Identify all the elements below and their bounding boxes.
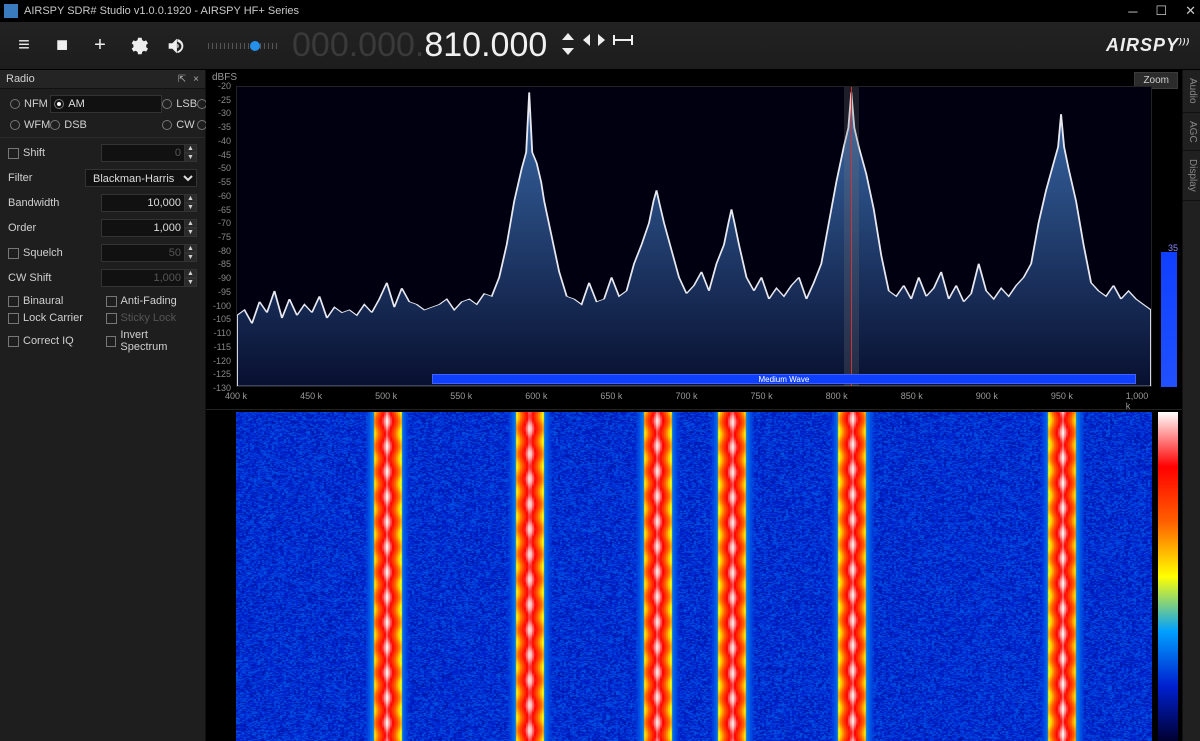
freq-active: 810.000 [424, 26, 547, 65]
app-icon [4, 4, 18, 18]
waterfall-canvas[interactable] [236, 412, 1152, 741]
right-tab-strip: AudioAGCDisplay [1182, 70, 1200, 741]
y-axis-ticks: -20-25-30-35-40-45-50-55-60-65-70-75-80-… [206, 86, 234, 387]
close-button[interactable]: ✕ [1185, 3, 1196, 19]
freq-inactive: 000.000. [292, 26, 424, 65]
order-input[interactable] [101, 219, 185, 237]
mode-nfm[interactable]: NFM [10, 95, 50, 113]
filter-select[interactable]: Blackman-Harris [85, 169, 197, 187]
squelch-down[interactable]: ▼ [185, 253, 197, 262]
menu-button[interactable]: ≡ [10, 32, 38, 60]
check-correct-iq[interactable]: Correct IQ [8, 329, 100, 353]
freq-step-leftright[interactable] [583, 33, 605, 58]
panel-pin-icon[interactable]: ⇱ [178, 74, 186, 85]
radio-panel: Radio ⇱ × NFMAMLSBUSBWFMDSBCWRAW Shift ▲… [0, 70, 206, 741]
freq-step-updown[interactable] [561, 33, 575, 58]
tab-agc[interactable]: AGC [1183, 113, 1200, 152]
order-up[interactable]: ▲ [185, 219, 197, 228]
stop-button[interactable]: ■ [48, 32, 76, 60]
tab-audio[interactable]: Audio [1183, 70, 1200, 113]
check-anti-fading[interactable]: Anti-Fading [106, 295, 198, 307]
speaker-icon [165, 35, 187, 57]
volume-thumb[interactable] [250, 41, 260, 51]
colormap-legend [1158, 412, 1178, 741]
volume-slider[interactable] [208, 43, 278, 49]
bw-down[interactable]: ▼ [185, 203, 197, 212]
mode-dsb[interactable]: DSB [50, 119, 162, 131]
panel-close-icon[interactable]: × [193, 74, 199, 85]
filter-label: Filter [8, 172, 32, 184]
shift-up[interactable]: ▲ [185, 144, 197, 153]
toolbar: ≡ ■ + 000.000. 810.000 AIRSPY))) [0, 22, 1200, 70]
bandwidth-input[interactable] [101, 194, 185, 212]
shift-down[interactable]: ▼ [185, 153, 197, 162]
freq-span-button[interactable] [613, 33, 633, 58]
cwshift-up[interactable]: ▲ [185, 269, 197, 278]
mode-lsb[interactable]: LSB [162, 95, 197, 113]
settings-button[interactable] [124, 32, 152, 60]
squelch-up[interactable]: ▲ [185, 244, 197, 253]
check-binaural[interactable]: Binaural [8, 295, 100, 307]
check-sticky-lock: Sticky Lock [106, 312, 198, 324]
cwshift-down[interactable]: ▼ [185, 278, 197, 287]
cwshift-input[interactable] [101, 269, 185, 287]
options-group: Binaural Anti-Fading Lock Carrier Sticky Lo… [0, 293, 205, 363]
order-label: Order [8, 222, 36, 234]
squelch-input[interactable] [101, 244, 185, 262]
panel-title: Radio [6, 73, 35, 85]
minimize-button[interactable]: ─ [1128, 4, 1137, 19]
signal-gauge: 35 [1158, 86, 1180, 387]
window-title: AIRSPY SDR# Studio v1.0.0.1920 - AIRSPY … [24, 5, 299, 17]
check-lock-carrier[interactable]: Lock Carrier [8, 312, 100, 324]
add-button[interactable]: + [86, 32, 114, 60]
volume-button[interactable] [162, 32, 190, 60]
gear-icon [127, 35, 149, 57]
x-axis-ticks: 400 k450 k500 k550 k600 k650 k700 k750 k… [236, 391, 1152, 407]
titlebar: AIRSPY SDR# Studio v1.0.0.1920 - AIRSPY … [0, 0, 1200, 22]
mode-am[interactable]: AM [50, 95, 162, 113]
bw-up[interactable]: ▲ [185, 194, 197, 203]
tab-display[interactable]: Display [1183, 151, 1200, 201]
spectrum-canvas[interactable]: Medium Wave [236, 86, 1152, 387]
window-controls: ─ ☐ ✕ [1128, 3, 1196, 19]
brand-logo: AIRSPY))) [1106, 35, 1190, 56]
mode-group: NFMAMLSBUSBWFMDSBCWRAW [0, 89, 205, 138]
squelch-checkbox[interactable]: Squelch [8, 247, 63, 259]
mode-cw[interactable]: CW [162, 119, 197, 131]
bandwidth-label: Bandwidth [8, 197, 59, 209]
maximize-button[interactable]: ☐ [1155, 3, 1167, 19]
display-area: dBFS Zoom -20-25-30-35-40-45-50-55-60-65… [206, 70, 1200, 741]
panel-header: Radio ⇱ × [0, 70, 205, 89]
mode-wfm[interactable]: WFM [10, 119, 50, 131]
frequency-display[interactable]: 000.000. 810.000 [292, 26, 547, 65]
order-down[interactable]: ▼ [185, 228, 197, 237]
cwshift-label: CW Shift [8, 272, 51, 284]
shift-input[interactable] [101, 144, 185, 162]
shift-checkbox[interactable]: Shift [8, 147, 45, 159]
spectrum-panel: dBFS Zoom -20-25-30-35-40-45-50-55-60-65… [206, 70, 1182, 410]
check-invert-spectrum[interactable]: Invert Spectrum [106, 329, 198, 353]
